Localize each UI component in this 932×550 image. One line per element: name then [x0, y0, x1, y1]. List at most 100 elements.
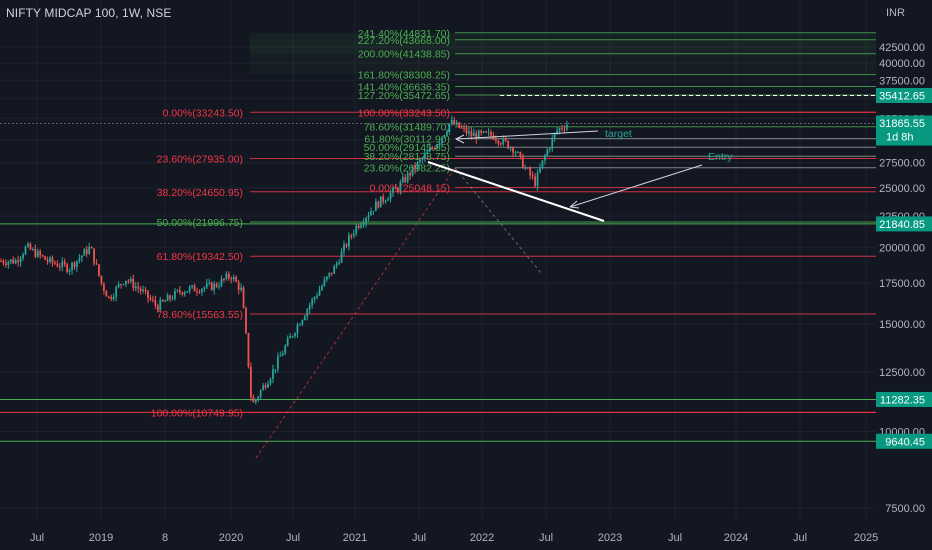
candle-body [558, 128, 561, 131]
candle-body [414, 165, 416, 169]
fib-ext-label: 241.40%(44831.70) [358, 28, 450, 40]
candle-body [291, 335, 294, 337]
candle-body [183, 292, 186, 295]
candle-body [93, 248, 95, 264]
candle-body [178, 290, 181, 293]
drawings[interactable] [255, 94, 876, 459]
candle-body [492, 135, 495, 140]
candle-body [272, 369, 274, 379]
fib-long-label: 78.60%(15563.55) [157, 309, 243, 321]
candle-body [379, 196, 382, 208]
candle-body [269, 378, 272, 384]
candle-body [566, 124, 568, 130]
candle-body [453, 120, 456, 125]
target-label: target [605, 128, 632, 140]
candle-body [497, 140, 500, 144]
price-tag-label: 11282.35 [880, 394, 925, 406]
candle-body [463, 127, 465, 129]
candle-body [382, 196, 385, 202]
candle-body [504, 138, 507, 141]
candle-body [372, 211, 375, 213]
candle-body [563, 129, 566, 131]
candle-body [517, 151, 519, 153]
candle-body [399, 182, 402, 192]
candle-body [384, 200, 387, 202]
candle-body [169, 295, 171, 299]
candle-body [117, 284, 120, 288]
candle-body [46, 259, 49, 262]
y-tick-label: 42500.00 [879, 42, 925, 54]
candle-body [289, 336, 291, 339]
candle-body [428, 147, 431, 152]
candle-body [301, 320, 304, 325]
candle-body [499, 143, 502, 145]
price-tags: 35412.65 31865.55 1d 8h 21840.85 11282.35 964… [876, 87, 932, 449]
candle-body [431, 147, 434, 149]
candle-body [24, 246, 27, 255]
x-tick-label: Jul [30, 532, 44, 544]
candle-body [360, 224, 363, 228]
candle-body [308, 305, 311, 310]
x-tick-label: 2019 [89, 532, 113, 544]
candle-body [237, 281, 240, 290]
candle-body [142, 289, 144, 292]
candle-body [406, 173, 409, 182]
candle-body [100, 275, 103, 284]
candle-body [164, 300, 167, 302]
fib-ext-label: 227.20%(43668.00) [358, 35, 450, 47]
candle-body [507, 140, 510, 149]
candle-body [34, 248, 37, 257]
candle-body [76, 260, 78, 268]
candle-body [232, 277, 235, 280]
candle-body [12, 259, 15, 264]
price-axis[interactable]: INR7500.0010000.0012500.0015000.0017500.… [876, 0, 932, 550]
candle-body [531, 175, 534, 177]
candle-body [95, 263, 98, 265]
candle-body [107, 296, 110, 298]
candle-body [553, 133, 556, 138]
candle-body [357, 225, 360, 228]
target-arrow [455, 130, 599, 140]
fib-long-connector [255, 167, 456, 459]
candle-body [19, 258, 22, 262]
candle-body [5, 263, 7, 265]
candle-body [450, 120, 453, 125]
candle-body [39, 250, 42, 256]
candle-body [296, 324, 299, 334]
candle-body [294, 333, 296, 336]
trendline [427, 161, 605, 222]
entry-label: Entry [708, 151, 733, 163]
entry-arrow [569, 164, 703, 208]
fib-extension[interactable]: 241.40%(44831.70)227.20%(43668.00) 200.00… [0, 28, 876, 442]
candle-body [548, 148, 551, 150]
price-tag-label: 9640.45 [885, 436, 925, 448]
candle-body [333, 266, 336, 274]
fib-long-label: 23.60%(27935.00) [157, 154, 243, 166]
candle-body [80, 255, 83, 259]
candle-body [7, 261, 10, 265]
time-axis[interactable]: Jul 2019 8 2020 Jul 2021 Jul 2022 Jul 2023 Jul 2024… [0, 522, 932, 550]
candle-body [54, 262, 56, 264]
fib-long-label: 38.20%(24650.95) [157, 187, 243, 199]
candle-body [191, 285, 193, 288]
price-tag-bg [876, 87, 932, 103]
candle-body [490, 131, 492, 136]
candle-body [159, 299, 162, 311]
price-tag-countdown: 1d 8h [886, 132, 914, 144]
y-tick-label: 7500.00 [885, 503, 925, 515]
candle-body [250, 366, 252, 398]
fib-ext-label: 127.20%(35472.65) [358, 90, 450, 102]
x-tick-label: 2021 [343, 532, 367, 544]
candle-body [286, 338, 289, 346]
candle-body [105, 290, 108, 297]
candle-body [2, 261, 5, 264]
candle-body [176, 290, 179, 292]
candle-body [426, 151, 429, 154]
fib-ext-label: 38.20%(28178.75) [364, 151, 450, 163]
candle-body [51, 257, 54, 263]
entry-arrowhead [569, 200, 580, 209]
candle-body [17, 260, 20, 262]
candle-body [556, 130, 559, 134]
price-tag-label: 31865.55 [879, 118, 925, 130]
